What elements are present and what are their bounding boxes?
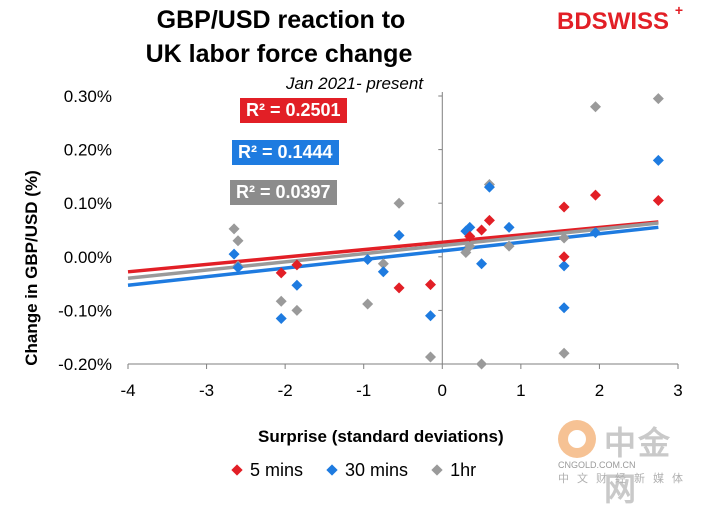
- data-point-1hr: [393, 197, 405, 209]
- data-point-30-mins: [228, 248, 240, 260]
- cngold-watermark: 中金网 CNGOLD.COM.CN 中文财经新媒体: [554, 416, 704, 507]
- data-point-30-mins: [590, 227, 601, 239]
- data-point-30-mins: [425, 310, 436, 322]
- data-point-1hr: [425, 351, 436, 363]
- chart-title-line-2: UK labor force change: [145, 40, 413, 68]
- data-point-1hr: [228, 223, 240, 235]
- data-point-1hr: [558, 347, 570, 359]
- data-point-5-mins: [558, 251, 570, 263]
- data-point-30-mins: [558, 260, 570, 272]
- x-tick-label: 2: [595, 381, 604, 400]
- data-point-5-mins: [590, 189, 601, 201]
- trendline-30-mins: [127, 225, 659, 287]
- legend-item-30-mins: 30 mins: [326, 460, 409, 481]
- x-tick-label: -2: [278, 381, 293, 400]
- data-point-1hr: [503, 240, 515, 252]
- data-point-5-mins: [393, 282, 405, 294]
- x-tick-label: 1: [516, 381, 525, 400]
- chart-legend: 5 mins 30 mins 1hr: [231, 460, 496, 481]
- trendline-1hr: [127, 221, 659, 280]
- data-point-1hr: [652, 93, 664, 105]
- legend-marker-5-mins: [231, 464, 243, 476]
- data-point-1hr: [558, 232, 570, 244]
- chart-root: GBP/USD reaction to UK labor force chang…: [22, 2, 704, 507]
- scatter-plot: -0.20% -0.10% 0.00% 0.10% 0.20% 0.30% -4 -3 -2 -1…: [58, 87, 683, 400]
- data-point-5-mins: [483, 214, 495, 226]
- data-point-30-mins: [464, 221, 476, 233]
- data-point-30-mins: [232, 262, 244, 274]
- data-point-1hr: [275, 295, 287, 307]
- data-point-30-mins: [275, 312, 287, 324]
- brand-name: BDSWISS: [557, 8, 670, 35]
- data-point-30-mins: [393, 229, 405, 241]
- data-point-30-mins: [377, 266, 389, 278]
- watermark-subtitle: 中文财经新媒体: [558, 473, 691, 485]
- legend-label-30-mins: 30 mins: [345, 460, 409, 480]
- chart-subtitle: Jan 2021- present: [286, 74, 424, 93]
- trendline-5-mins: [127, 220, 659, 274]
- legend-item-1hr: 1hr: [431, 460, 477, 481]
- brand-logo: BDSWISS +: [557, 2, 683, 36]
- data-point-5-mins: [652, 195, 664, 207]
- data-point-1hr: [232, 235, 244, 247]
- data-point-30-mins: [558, 302, 570, 314]
- data-point-1hr: [291, 304, 303, 316]
- x-tick-label: -1: [356, 381, 371, 400]
- data-point-5-mins: [291, 259, 303, 271]
- y-tick-label: -0.10%: [58, 301, 112, 320]
- chart-title-line-1: GBP/USD reaction to: [156, 6, 406, 34]
- data-point-5-mins: [464, 230, 476, 242]
- data-point-1hr: [464, 240, 476, 252]
- r2-label-5-mins: R² = 0.2501: [240, 98, 347, 123]
- data-point-30-mins: [503, 221, 515, 233]
- data-point-30-mins: [483, 181, 495, 193]
- data-point-5-mins: [558, 201, 570, 213]
- legend-item-5-mins: 5 mins: [231, 460, 304, 481]
- data-point-30-mins: [362, 253, 374, 265]
- y-tick-label: 0.00%: [64, 248, 112, 267]
- x-tick-label: -3: [199, 381, 214, 400]
- data-point-1hr: [476, 358, 488, 370]
- legend-marker-30-mins: [326, 464, 338, 476]
- r2-label-30-mins: R² = 0.1444: [232, 140, 339, 165]
- y-tick-label: 0.10%: [64, 194, 112, 213]
- y-tick-label: 0.30%: [64, 87, 112, 106]
- cngold-logo-icon: [558, 420, 596, 458]
- watermark-url: CNGOLD.COM.CN: [558, 460, 636, 470]
- data-point-30-mins: [291, 279, 303, 291]
- legend-marker-1hr: [431, 464, 443, 476]
- data-point-1hr: [377, 258, 389, 270]
- data-point-5-mins: [476, 224, 488, 236]
- data-point-1hr: [362, 298, 374, 310]
- data-point-1hr: [590, 101, 601, 113]
- r2-label-1hr: R² = 0.0397: [230, 180, 337, 205]
- x-tick-label: 0: [438, 381, 447, 400]
- x-tick-label: -4: [120, 381, 135, 400]
- y-tick-label: -0.20%: [58, 355, 112, 374]
- data-point-5-mins: [425, 279, 436, 291]
- data-point-5-mins: [275, 267, 287, 279]
- y-tick-label: 0.20%: [64, 141, 112, 160]
- data-point-30-mins: [476, 258, 488, 270]
- data-point-30-mins: [652, 154, 664, 166]
- x-tick-label: 3: [673, 381, 682, 400]
- brand-plus-icon: +: [674, 2, 684, 18]
- x-axis-label: Surprise (standard deviations): [258, 427, 504, 446]
- y-axis-label: Change in GBP/USD (%): [22, 170, 41, 366]
- legend-label-5-mins: 5 mins: [250, 460, 304, 480]
- legend-label-1hr: 1hr: [450, 460, 477, 480]
